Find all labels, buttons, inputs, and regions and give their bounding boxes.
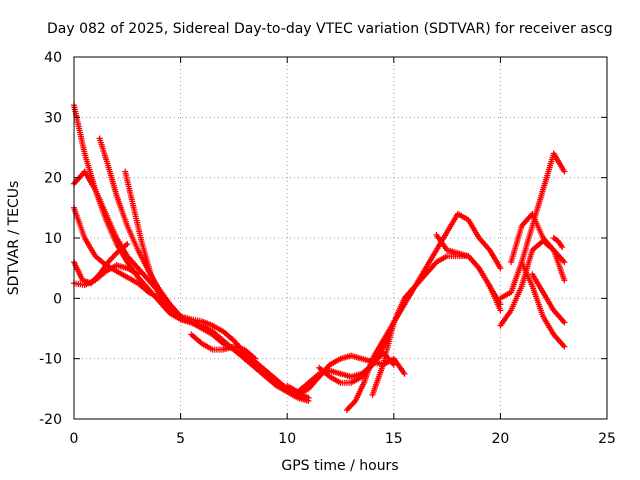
series-markers	[529, 271, 568, 326]
series-markers	[188, 331, 259, 362]
series-arc-s	[529, 271, 568, 326]
chart-title: Day 082 of 2025, Sidereal Day-to-day VTE…	[47, 21, 613, 37]
series-markers	[508, 210, 568, 266]
data-series	[71, 102, 568, 413]
series-arc-k	[316, 253, 504, 386]
x-axis-label: GPS time / hours	[281, 458, 398, 474]
series-markers	[369, 283, 419, 398]
series-arc-l	[343, 210, 504, 413]
series-markers	[433, 231, 504, 308]
series-arc-t	[550, 235, 566, 251]
series-markers	[550, 235, 566, 251]
x-tick-label: 0	[70, 431, 79, 447]
y-tick-label: -10	[39, 352, 62, 368]
series-arc-f	[71, 241, 131, 287]
x-tick-label: 5	[176, 431, 185, 447]
series-markers	[518, 259, 568, 350]
axes: 0 5 10 15 20 25 -20 -10 0 10 20 30 40	[39, 50, 616, 447]
series-arc-h	[188, 331, 259, 362]
series-arc-r	[518, 259, 568, 350]
y-tick-label: 30	[44, 110, 62, 126]
x-tick-label: 20	[491, 431, 509, 447]
x-tick-label: 15	[385, 431, 403, 447]
y-axis-label: SDTVAR / TECUs	[6, 181, 22, 296]
series-markers	[71, 241, 131, 287]
series-markers	[316, 253, 504, 386]
y-tick-label: 40	[44, 50, 62, 66]
x-tick-label: 10	[278, 431, 296, 447]
y-tick-label: 20	[44, 171, 62, 187]
y-tick-label: 0	[53, 291, 62, 307]
series-arc-q	[508, 210, 568, 266]
series-arc-m	[369, 283, 419, 398]
series-arc-n	[433, 231, 504, 308]
series-arc-p	[497, 150, 568, 302]
x-tick-label: 25	[598, 431, 616, 447]
series-markers	[71, 102, 312, 404]
y-tick-label: 10	[44, 231, 62, 247]
series-arc-a	[71, 102, 312, 404]
y-tick-label: -20	[39, 412, 62, 428]
series-markers	[497, 150, 568, 302]
series-markers	[343, 210, 504, 413]
